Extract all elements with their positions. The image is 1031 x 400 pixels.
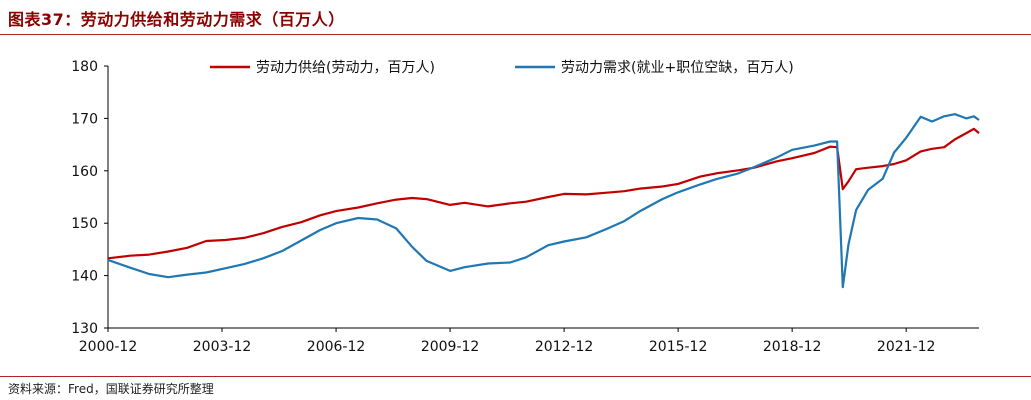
axes: 130 140 150 160 170 180 2000-12 2003-12 2006-12 2… [71, 59, 979, 355]
x-tick-label: 2018-12 [763, 339, 822, 355]
x-tick-label: 2000-12 [79, 339, 138, 355]
series-layer [107, 113, 980, 289]
series-line-supply [107, 127, 980, 260]
x-tick-label: 2009-12 [421, 339, 480, 355]
legend: 劳动力供给(劳动力，百万人) 劳动力需求(就业+职位空缺，百万人) [210, 60, 794, 76]
y-tick-label: 160 [71, 164, 98, 180]
x-tick-label: 2015-12 [649, 339, 708, 355]
series-line-demand [107, 113, 980, 289]
legend-supply-label: 劳动力供给(劳动力，百万人) [256, 60, 435, 76]
x-tick-label: 2021-12 [877, 339, 936, 355]
y-tick-label: 130 [71, 321, 98, 337]
source-note: 资料来源：Fred，国联证券研究所整理 [8, 382, 214, 396]
x-tick-label: 2006-12 [307, 339, 366, 355]
source-rule [0, 376, 1031, 377]
legend-demand-label: 劳动力需求(就业+职位空缺，百万人) [561, 60, 794, 76]
x-tick-label: 2003-12 [193, 339, 252, 355]
figure-title: 图表37：劳动力供给和劳动力需求（百万人） [8, 10, 345, 29]
title-rule [0, 34, 1031, 35]
y-tick-label: 170 [71, 111, 98, 127]
x-tick-label: 2012-12 [535, 339, 594, 355]
y-tick-label: 150 [71, 216, 98, 232]
y-tick-label: 180 [71, 59, 98, 75]
y-tick-label: 140 [71, 269, 98, 285]
